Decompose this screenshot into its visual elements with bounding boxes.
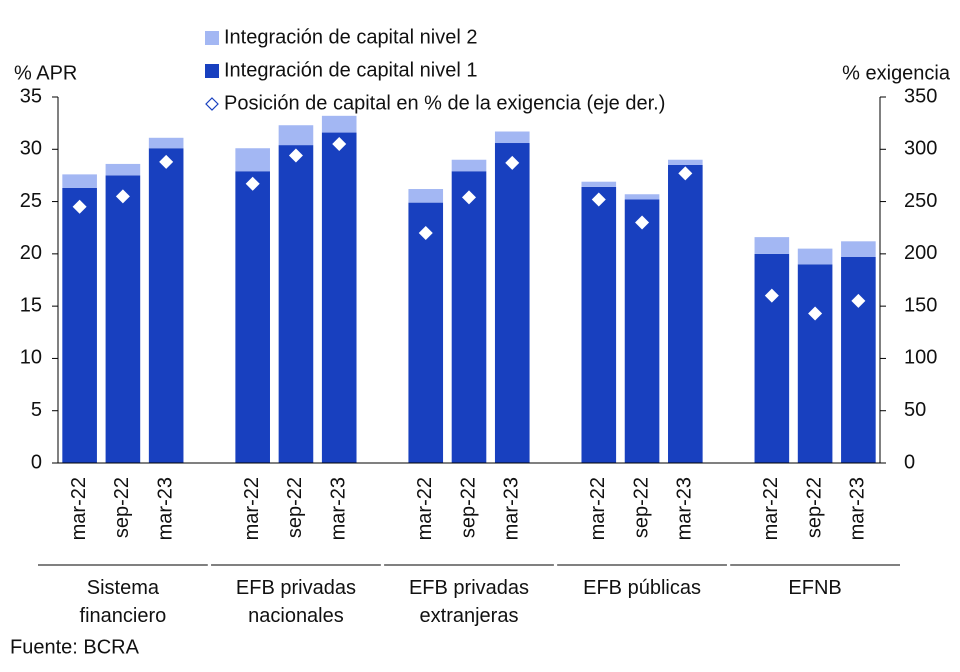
bar-segment [494,131,530,144]
bar-segment [494,143,530,464]
diamond-marker [245,176,260,191]
diamond-marker [115,189,130,204]
x-tick-label: sep-22 [284,477,306,538]
group-label: EFNB [788,577,842,599]
bar-segment [148,137,184,149]
diamond-marker [505,155,520,170]
y2-axis-label: % exigencia [842,62,951,84]
bar-segment [278,145,314,464]
y-axis-label: % APR [14,62,77,84]
x-tick-label: mar-23 [847,477,869,540]
x-tick-label: mar-22 [68,477,90,540]
bar-segment [62,187,97,463]
x-tick-label: mar-23 [674,477,696,540]
diamond-marker [808,306,823,321]
y-tick-label: 10 [20,347,42,369]
y2-tick-label: 350 [904,85,937,107]
diamond-marker [418,225,433,240]
bar-segment [105,175,141,463]
bar-segment [105,163,141,176]
y-tick-label: 5 [31,399,42,421]
bar-segment [841,256,876,463]
bar-segment [624,199,660,464]
x-tick-label: sep-22 [111,477,133,538]
bar-segment [408,202,444,464]
bar-segment [62,174,97,188]
y2-tick-label: 150 [904,294,937,316]
diamond-marker [851,293,866,308]
bar-segment [624,194,660,200]
bar-segment [451,171,487,463]
group-label: EFB privadas nacionales [235,577,356,627]
bar-segment [841,241,876,257]
diamond-marker [332,137,347,152]
bar-segment [754,253,790,463]
diamond-marker [462,190,476,205]
x-tick-label: mar-22 [587,477,609,540]
bar-segment [408,189,444,203]
y2-tick-label: 50 [904,399,926,421]
diamond-marker [678,166,693,181]
source: Fuente: BCRA [10,636,140,658]
bar-segment [581,181,617,187]
bar-segment [278,125,314,146]
group-label: EFB privadas extranjeras [408,577,530,627]
diamond-marker [288,148,303,163]
y-tick-label: 15 [20,294,42,316]
y2-tick-label: 300 [904,138,937,160]
legend-swatch [205,31,219,45]
x-tick-label: sep-22 [630,477,652,538]
y-tick-label: 30 [20,138,42,160]
y-tick-label: 0 [31,451,42,473]
bar-segment [581,186,617,463]
x-tick-label: mar-23 [327,477,349,540]
bar-segment [235,171,270,463]
legend-label: Posición de capital en % de la exigencia… [224,92,665,114]
y-tick-label: 25 [20,190,42,212]
bar-segment [148,148,184,464]
diamond-marker [159,154,174,169]
diamond-marker [764,288,779,303]
bar-segment [451,159,487,172]
diamond-marker [635,215,650,230]
legend-label: Integración de capital nivel 1 [224,59,478,81]
y-tick-label: 20 [20,242,42,264]
x-tick-label: sep-22 [457,477,479,538]
diamond-marker [591,192,606,207]
y2-tick-label: 100 [904,347,937,369]
bar-segment [797,264,833,463]
diamond-marker [72,199,87,214]
legend-swatch [205,64,219,78]
bar-segment [668,159,703,165]
y2-tick-label: 200 [904,242,937,264]
bar-segment [668,164,703,463]
bar-segment [797,248,833,265]
bar-segment [321,115,357,133]
bar-segment [321,132,357,463]
group-label: Sistema financiero [79,577,167,627]
x-tick-label: mar-22 [241,477,263,540]
x-tick-label: mar-22 [414,477,436,540]
x-tick-label: sep-22 [803,477,825,538]
y2-tick-label: 250 [904,190,937,212]
bar-segment [235,148,270,172]
y2-tick-label: 0 [904,451,915,473]
y-tick-label: 35 [20,85,42,107]
x-tick-label: mar-23 [501,477,523,540]
legend-marker [205,97,219,111]
x-tick-label: mar-22 [760,477,782,540]
group-label: EFB públicas [583,577,701,599]
legend-label: Integración de capital nivel 2 [224,26,478,48]
bar-segment [754,237,790,254]
x-tick-label: mar-23 [154,477,176,540]
